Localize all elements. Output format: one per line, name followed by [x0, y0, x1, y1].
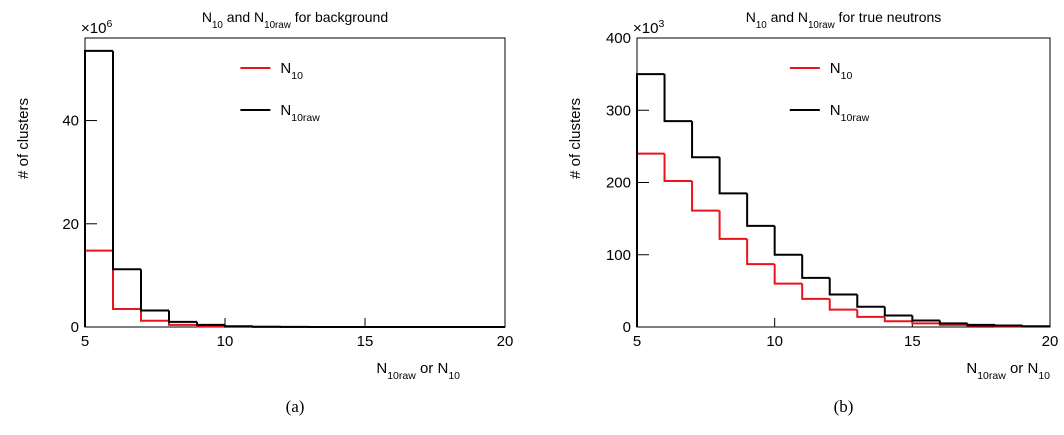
axis-multiplier: ×103	[633, 18, 664, 37]
histogram-step	[828, 277, 858, 296]
x-tick-label: 15	[904, 333, 921, 350]
x-tick-label: 20	[1042, 333, 1059, 350]
caption: (a)	[286, 397, 305, 416]
y-axis-label: # of clusters	[567, 98, 584, 179]
x-tick-label: 5	[633, 333, 641, 350]
histogram-step	[856, 294, 885, 308]
histogram-step	[112, 50, 141, 271]
legend-label: N10	[280, 60, 303, 82]
chart-title-part: 10	[756, 20, 767, 31]
chart-title-part: and N	[223, 9, 264, 25]
x-axis-label-part: N	[376, 360, 387, 377]
histogram-step	[911, 321, 940, 325]
y-tick-label: 200	[606, 175, 631, 192]
histogram-step	[140, 308, 169, 322]
histogram-step	[84, 249, 113, 327]
y-tick-label: 100	[606, 247, 631, 264]
axis-multiplier-part: 6	[106, 18, 112, 30]
axis-multiplier-part: 3	[658, 18, 664, 30]
histogram-step	[663, 153, 693, 183]
histogram-step	[636, 152, 665, 327]
y-axis-label: # of clusters	[15, 98, 32, 179]
histogram-step	[993, 324, 1023, 327]
legend-label-part: N	[280, 102, 291, 119]
histogram-step	[856, 309, 885, 318]
histogram-step	[112, 250, 141, 310]
x-axis-label-part: or N	[1006, 360, 1039, 377]
legend-label-part: 10	[291, 70, 303, 82]
x-axis-label-part: 10raw	[977, 370, 1006, 382]
x-axis-label-part: or N	[416, 360, 449, 377]
chart-title-part: 10raw	[808, 20, 836, 31]
y-tick-label: 400	[606, 30, 631, 47]
histogram-step	[718, 157, 748, 195]
chart-title: N10 and N10raw for background	[202, 9, 388, 31]
legend-label: N10raw	[280, 102, 320, 124]
legend-label-part: N	[830, 102, 841, 119]
histogram-step	[636, 73, 665, 327]
histogram-step	[883, 306, 913, 317]
legend-label-part: 10	[841, 70, 853, 82]
chart-title: N10 and N10raw for true neutrons	[746, 9, 942, 31]
x-axis-label: N10raw or N10	[376, 360, 460, 382]
legend-label: N10raw	[830, 102, 870, 124]
histogram-step	[224, 324, 253, 328]
x-tick-label: 15	[357, 333, 374, 350]
histogram-step	[773, 225, 803, 256]
histogram-step	[938, 320, 968, 325]
histogram-step	[168, 310, 197, 323]
legend-label-part: N	[280, 60, 291, 77]
histogram-step	[828, 298, 858, 311]
histogram-step	[718, 210, 748, 240]
histogram-step	[691, 121, 720, 159]
x-axis-label-part: 10	[448, 370, 460, 382]
chart-title-part: and N	[767, 9, 808, 25]
chart-title-part: for true neutrons	[835, 9, 942, 25]
chart-title-part: 10	[212, 20, 223, 31]
legend-label-part: 10raw	[841, 112, 870, 124]
chart-title-part: for background	[291, 9, 388, 25]
histogram-step	[773, 264, 803, 285]
y-tick-label: 0	[71, 319, 79, 336]
axis-multiplier: ×106	[81, 18, 112, 37]
histogram-step	[1021, 325, 1050, 328]
x-axis-label-part: N	[966, 360, 977, 377]
chart-title-part: N	[746, 9, 756, 25]
histogram-step	[966, 323, 995, 326]
legend-label: N10	[830, 60, 853, 82]
caption: (b)	[834, 397, 854, 416]
axis-multiplier-part: ×10	[81, 20, 106, 37]
x-axis-label-part: 10raw	[387, 370, 416, 382]
axis-multiplier-part: ×10	[633, 20, 658, 37]
histogram-step	[746, 238, 775, 266]
x-axis-label-part: 10	[1038, 370, 1050, 382]
histogram-step	[252, 325, 281, 328]
y-tick-label: 40	[62, 113, 79, 130]
histogram-step	[801, 283, 830, 300]
y-tick-label: 20	[62, 216, 79, 233]
histogram-step	[140, 269, 169, 312]
chart-title-part: N	[202, 9, 212, 25]
histogram-step	[663, 74, 693, 123]
x-axis-label: N10raw or N10	[966, 360, 1050, 382]
chart-title-part: 10raw	[264, 20, 292, 31]
histogram-step	[196, 321, 225, 326]
histogram-step	[911, 315, 940, 322]
histogram-step	[883, 316, 913, 323]
y-tick-label: 0	[623, 319, 631, 336]
histogram-step	[801, 254, 830, 279]
y-tick-label: 300	[606, 102, 631, 119]
histogram-step	[746, 193, 775, 227]
legend-label-part: 10raw	[291, 112, 320, 124]
x-tick-label: 5	[81, 333, 89, 350]
histogram-step	[691, 181, 720, 212]
x-tick-label: 20	[497, 333, 514, 350]
x-tick-label: 10	[217, 333, 234, 350]
histogram-step	[84, 49, 113, 327]
legend-label-part: N	[830, 60, 841, 77]
x-tick-label: 10	[766, 333, 783, 350]
